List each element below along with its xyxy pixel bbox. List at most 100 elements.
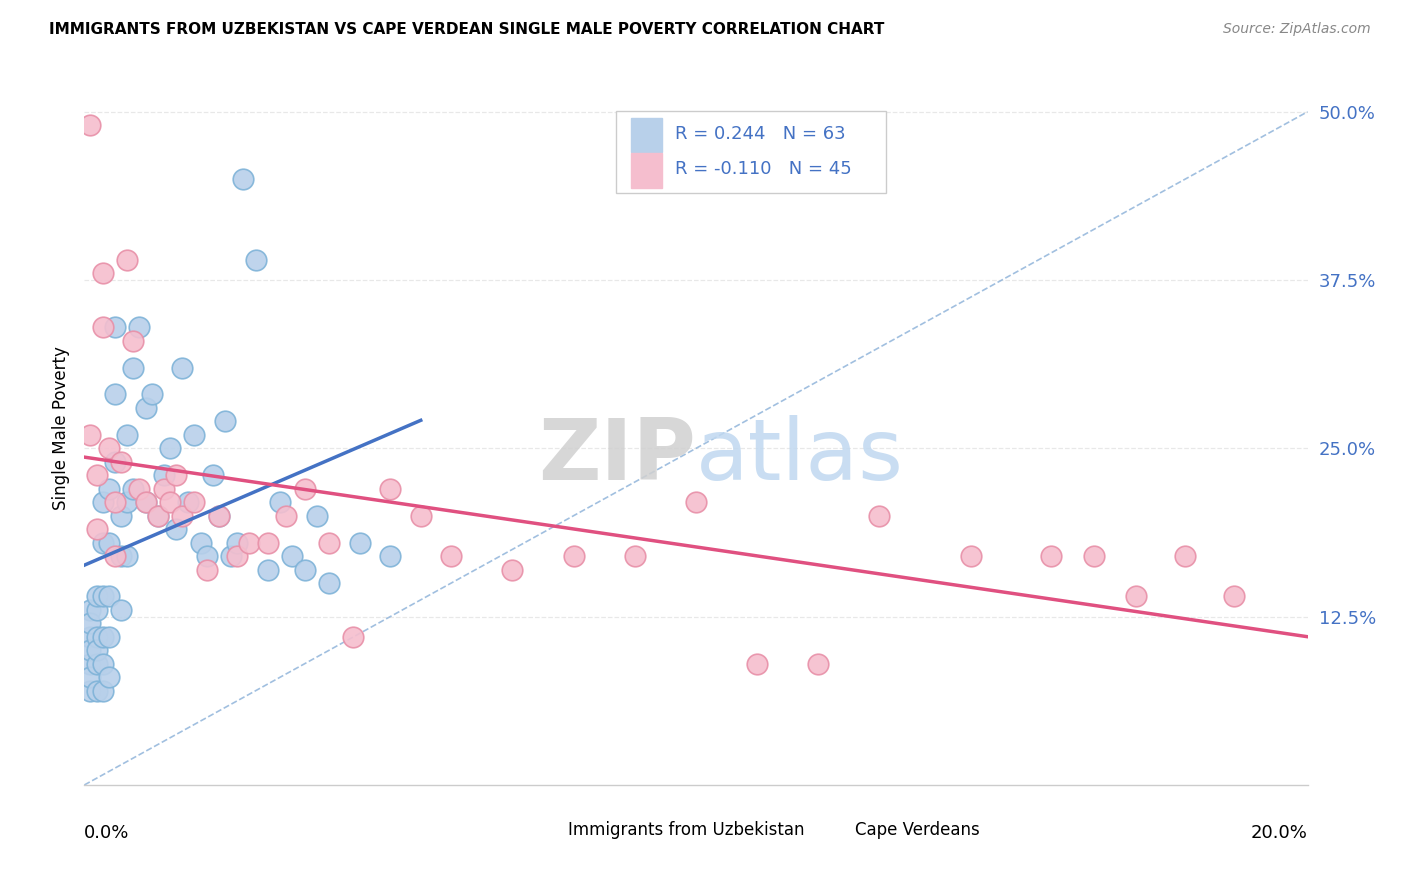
- Point: [86, 630, 108, 644]
- Point: [380, 482, 402, 496]
- Text: 20.0%: 20.0%: [1251, 824, 1308, 842]
- Point: [208, 508, 231, 523]
- Point: [195, 562, 218, 576]
- Point: [165, 468, 187, 483]
- Point: [110, 603, 132, 617]
- Point: [79, 118, 101, 132]
- Point: [177, 495, 200, 509]
- Point: [269, 495, 291, 509]
- Point: [562, 549, 585, 563]
- Point: [440, 549, 463, 563]
- Point: [115, 252, 138, 267]
- Point: [104, 320, 127, 334]
- Point: [1174, 549, 1197, 563]
- Point: [183, 428, 205, 442]
- Point: [226, 535, 249, 549]
- Point: [245, 252, 267, 267]
- Point: [159, 442, 181, 456]
- Point: [91, 657, 114, 671]
- Point: [97, 442, 120, 456]
- Point: [79, 657, 101, 671]
- Point: [257, 535, 280, 549]
- Text: R = -0.110   N = 45: R = -0.110 N = 45: [675, 161, 852, 178]
- Point: [86, 643, 108, 657]
- Point: [86, 603, 108, 617]
- Point: [257, 562, 280, 576]
- Point: [276, 508, 298, 523]
- Point: [91, 535, 114, 549]
- Point: [86, 590, 108, 604]
- Point: [1223, 590, 1246, 604]
- Point: [128, 482, 150, 496]
- Text: ZIP: ZIP: [538, 415, 696, 499]
- Point: [146, 508, 169, 523]
- Point: [104, 455, 127, 469]
- Text: Cape Verdeans: Cape Verdeans: [855, 821, 980, 838]
- Point: [190, 535, 212, 549]
- Point: [294, 562, 316, 576]
- Point: [86, 468, 108, 483]
- Point: [115, 549, 138, 563]
- Point: [502, 562, 524, 576]
- Text: Source: ZipAtlas.com: Source: ZipAtlas.com: [1223, 22, 1371, 37]
- Point: [110, 455, 132, 469]
- Point: [183, 495, 205, 509]
- Point: [104, 549, 127, 563]
- Point: [159, 495, 181, 509]
- Point: [91, 590, 114, 604]
- Point: [135, 401, 157, 415]
- Point: [281, 549, 304, 563]
- Point: [409, 508, 432, 523]
- Point: [172, 360, 194, 375]
- Point: [1125, 590, 1147, 604]
- Y-axis label: Single Male Poverty: Single Male Poverty: [52, 346, 70, 510]
- Point: [110, 508, 132, 523]
- Point: [91, 320, 114, 334]
- Point: [195, 549, 218, 563]
- Point: [122, 482, 145, 496]
- Point: [91, 495, 114, 509]
- Point: [91, 683, 114, 698]
- Text: atlas: atlas: [696, 415, 904, 499]
- Point: [115, 428, 138, 442]
- Point: [318, 535, 340, 549]
- Point: [79, 643, 101, 657]
- Bar: [524, 815, 560, 846]
- Point: [153, 482, 176, 496]
- Point: [141, 387, 163, 401]
- Point: [86, 683, 108, 698]
- Point: [97, 630, 120, 644]
- Bar: [813, 815, 846, 846]
- Point: [122, 360, 145, 375]
- Point: [79, 616, 101, 631]
- Point: [201, 468, 224, 483]
- Point: [79, 630, 101, 644]
- Point: [86, 657, 108, 671]
- Point: [349, 535, 371, 549]
- Text: 0.0%: 0.0%: [84, 824, 129, 842]
- Point: [135, 495, 157, 509]
- Point: [128, 320, 150, 334]
- Point: [91, 266, 114, 280]
- Point: [91, 630, 114, 644]
- Point: [97, 590, 120, 604]
- Point: [110, 549, 132, 563]
- Point: [380, 549, 402, 563]
- Text: IMMIGRANTS FROM UZBEKISTAN VS CAPE VERDEAN SINGLE MALE POVERTY CORRELATION CHART: IMMIGRANTS FROM UZBEKISTAN VS CAPE VERDE…: [49, 22, 884, 37]
- Point: [305, 508, 328, 523]
- Point: [79, 683, 101, 698]
- Point: [807, 657, 830, 671]
- Point: [153, 468, 176, 483]
- Point: [79, 670, 101, 684]
- Point: [172, 508, 194, 523]
- Point: [97, 482, 120, 496]
- Bar: [631, 118, 662, 152]
- Point: [115, 495, 138, 509]
- Point: [869, 508, 891, 523]
- Point: [624, 549, 647, 563]
- Point: [1083, 549, 1105, 563]
- Point: [214, 414, 236, 428]
- Point: [122, 334, 145, 348]
- Point: [86, 522, 108, 536]
- Point: [79, 428, 101, 442]
